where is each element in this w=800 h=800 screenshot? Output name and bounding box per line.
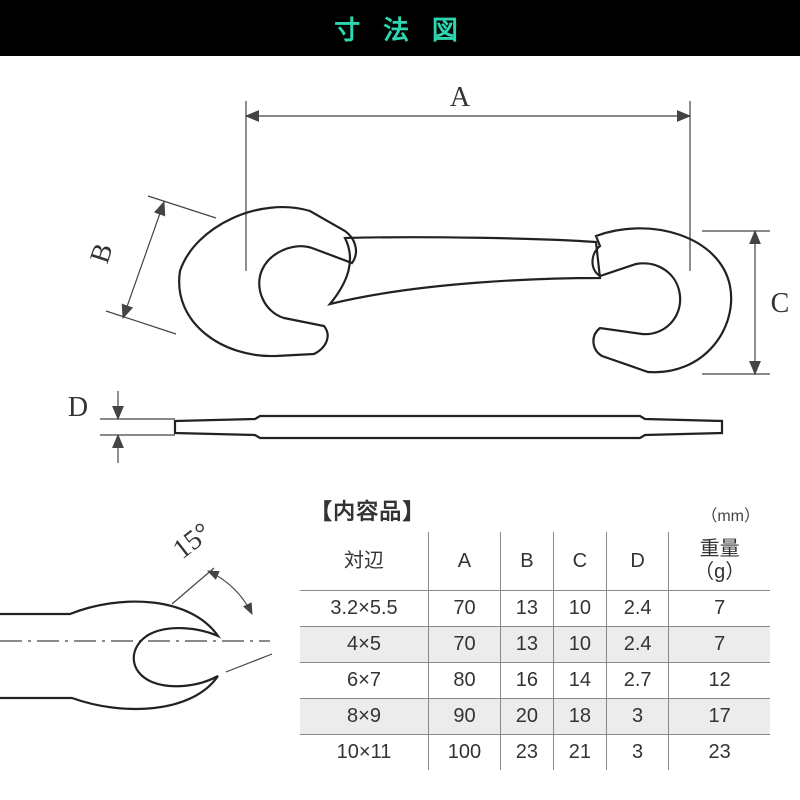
table-col-5: 重量（g） <box>669 532 770 591</box>
table-col-4: D <box>606 532 668 591</box>
dim-label-a: A <box>450 82 471 113</box>
table-title: 【内容品】 <box>310 494 426 526</box>
dim-label-c: C <box>771 288 790 319</box>
spec-table-area: 【内容品】 （mm） 対辺ABCD重量（g） 3.2×5.57013102.47… <box>300 476 800 770</box>
table-col-2: B <box>500 532 553 591</box>
dim-c: C <box>702 231 789 374</box>
wrench-shape <box>179 207 731 372</box>
dim-d: D <box>68 391 175 463</box>
dim-b: B <box>84 196 216 334</box>
table-col-3: C <box>553 532 606 591</box>
table-row: 3.2×5.57013102.47 <box>300 591 770 627</box>
dimension-diagram: A B C <box>0 56 800 476</box>
table-unit: （mm） <box>701 502 760 526</box>
table-row: 10×111002321323 <box>300 735 770 771</box>
table-row: 8×9902018317 <box>300 699 770 735</box>
spec-table: 対辺ABCD重量（g） 3.2×5.57013102.474×57013102.… <box>300 532 770 770</box>
table-row: 6×78016142.712 <box>300 663 770 699</box>
table-row: 4×57013102.47 <box>300 627 770 663</box>
table-col-0: 対辺 <box>300 532 429 591</box>
table-col-1: A <box>429 532 501 591</box>
header-title: 寸 法 図 <box>334 10 465 47</box>
header-banner: 寸 法 図 <box>0 0 800 56</box>
angle-diagram: 15° <box>0 476 300 726</box>
dim-label-b: B <box>84 240 119 267</box>
side-view <box>175 416 722 438</box>
angle-label: 15° <box>167 517 217 566</box>
dim-label-d: D <box>68 392 88 423</box>
